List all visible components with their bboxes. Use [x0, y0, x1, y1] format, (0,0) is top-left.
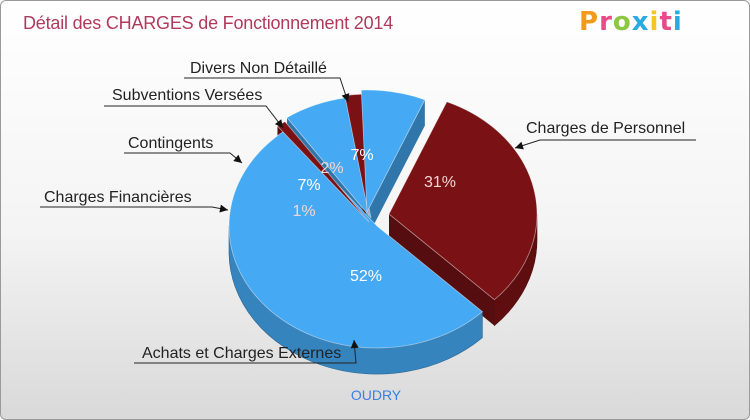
logo-letter: t [659, 7, 673, 37]
logo-letter: o [612, 7, 632, 37]
logo-letter: i [672, 7, 683, 37]
slice-label: Subventions Versées [112, 87, 262, 104]
proxiti-logo: Proxiti [579, 7, 683, 37]
pie-slice-wall [367, 99, 425, 238]
callout-line [124, 152, 243, 164]
pie-slice-wall [389, 214, 495, 326]
callout-arrow [515, 141, 524, 150]
logo-letter: r [599, 7, 613, 37]
logo-letter: x [631, 7, 650, 37]
slice-label: Charges Financières [44, 189, 192, 206]
callout-line [40, 206, 229, 211]
pie-percent-label: 1% [292, 203, 315, 220]
slice-label: Charges de Personnel [526, 120, 685, 137]
callout-line [514, 139, 696, 149]
slice-label: Contingents [128, 135, 213, 152]
pie-slice-achats-et-charges-externes [228, 129, 484, 349]
pie-percent-label: 31% [424, 174, 456, 191]
pie-percent-label: 7% [350, 147, 373, 164]
commune-label: OUDRY [350, 387, 402, 403]
callout-arrow [233, 154, 242, 163]
callout-arrow [350, 340, 359, 349]
slice-label: Divers Non Détaillé [190, 60, 327, 77]
pie-percent-label: 7% [297, 177, 320, 194]
pie-percent-label: 52% [350, 268, 382, 285]
callout-line [104, 105, 284, 129]
callout-line [184, 77, 349, 103]
logo-letter: i [649, 7, 660, 37]
pie-slice-divers-non-d-taill- [360, 89, 426, 214]
logo-letter: P [579, 7, 600, 37]
callout-arrow [274, 119, 283, 128]
callout-arrow [219, 204, 228, 213]
slice-label: Achats et Charges Externes [142, 345, 341, 362]
chart-title: Détail des CHARGES de Fonctionnement 201… [23, 13, 394, 33]
pie-percent-label: 2% [320, 160, 343, 177]
callout-arrow [341, 93, 350, 102]
pie-slice-charges-de-personnel [388, 101, 538, 301]
